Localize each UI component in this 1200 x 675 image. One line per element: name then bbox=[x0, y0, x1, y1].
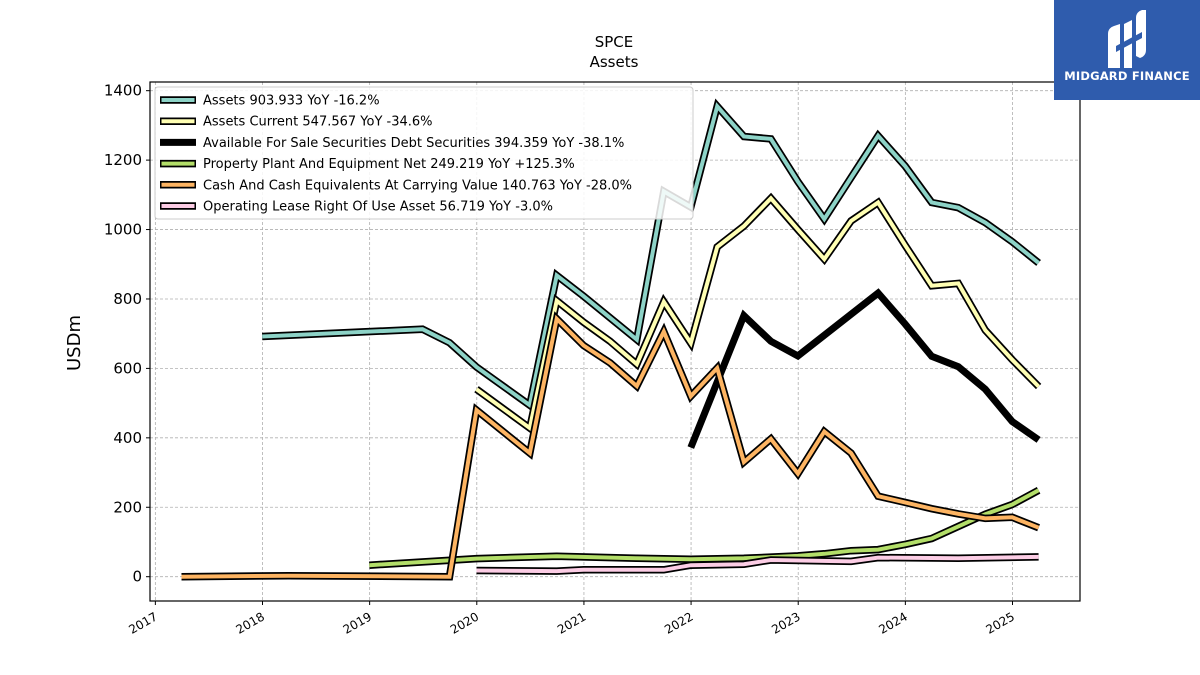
plot-frame bbox=[149, 81, 1081, 602]
x-tick-label: 2023 bbox=[769, 609, 802, 636]
x-tick-label: 2019 bbox=[341, 609, 374, 636]
series-4 bbox=[181, 311, 1040, 581]
legend-label: Operating Lease Right Of Use Asset 56.71… bbox=[203, 200, 553, 215]
series-1 bbox=[474, 192, 1042, 435]
series-2 bbox=[687, 288, 1041, 449]
x-tick-label: 2022 bbox=[662, 609, 695, 636]
series-line bbox=[369, 488, 1040, 568]
y-tick-label: 800 bbox=[113, 290, 142, 308]
y-tick-label: 400 bbox=[113, 429, 142, 447]
y-tick-label: 1200 bbox=[104, 151, 142, 169]
series-line bbox=[181, 314, 1040, 579]
series-3 bbox=[369, 486, 1041, 569]
chart-subtitle: Assets bbox=[590, 53, 639, 71]
series-line bbox=[476, 554, 1039, 574]
legend-label: Available For Sale Securities Debt Secur… bbox=[203, 136, 624, 151]
series-line-outline bbox=[474, 192, 1042, 435]
y-tick-label: 200 bbox=[113, 498, 142, 516]
legend: Assets 903.933 YoY -16.2% Assets Current … bbox=[154, 86, 694, 220]
legend-box bbox=[154, 86, 694, 220]
series-layer bbox=[181, 98, 1042, 581]
series-5 bbox=[476, 553, 1039, 575]
midgard-finance-logo: MIDGARD FINANCE bbox=[1054, 0, 1200, 100]
y-axis-label: USDm bbox=[64, 315, 85, 371]
y-tick-label: 600 bbox=[113, 359, 142, 377]
y-tick-label: 1400 bbox=[104, 82, 142, 100]
logo-mark-icon bbox=[1108, 10, 1146, 68]
x-tick-label: 2018 bbox=[234, 609, 267, 636]
legend-label: Assets 903.933 YoY -16.2% bbox=[203, 94, 380, 109]
series-line bbox=[475, 195, 1041, 432]
series-0 bbox=[262, 98, 1041, 412]
series-line bbox=[687, 288, 1041, 449]
legend-label: Property Plant And Equipment Net 249.219… bbox=[203, 157, 575, 172]
series-line bbox=[262, 102, 1040, 409]
chart-title: SPCE bbox=[595, 33, 634, 51]
legend-label: Cash And Cash Equivalents At Carrying Va… bbox=[203, 178, 632, 193]
x-tick-label: 2020 bbox=[448, 609, 481, 636]
logo-text: MIDGARD FINANCE bbox=[1064, 69, 1190, 83]
legend-label: Assets Current 547.567 YoY -34.6% bbox=[203, 115, 433, 130]
x-tick-label: 2017 bbox=[126, 609, 159, 636]
series-line-outline bbox=[181, 311, 1040, 581]
series-line-outline bbox=[369, 486, 1041, 569]
y-tick-label: 0 bbox=[132, 568, 142, 586]
y-tick-label: 1000 bbox=[104, 221, 142, 239]
x-tick-label: 2021 bbox=[555, 609, 588, 636]
x-tick-label: 2025 bbox=[984, 609, 1017, 636]
x-tick-label: 2024 bbox=[876, 609, 909, 636]
